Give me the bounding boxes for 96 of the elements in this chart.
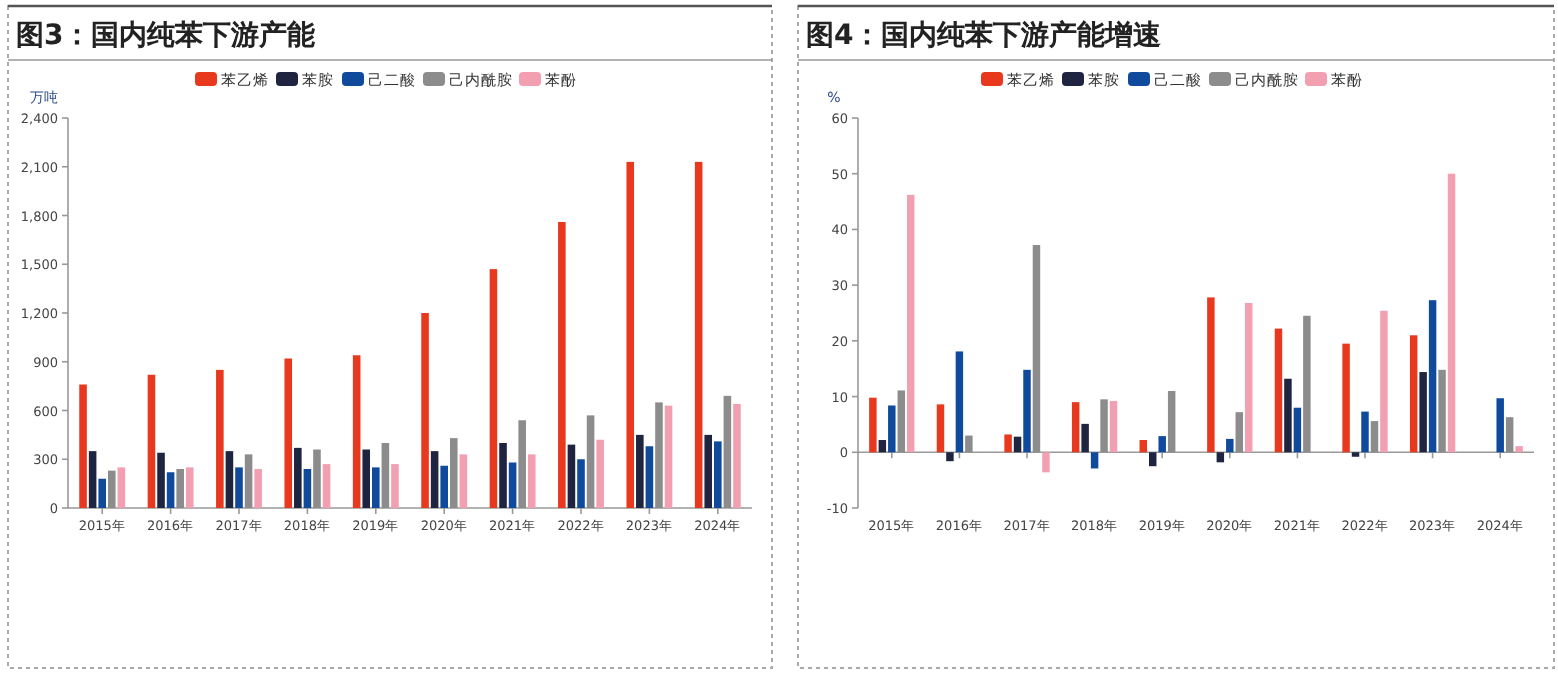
bar [1139,440,1147,453]
bar [1515,446,1523,453]
bar [117,467,126,508]
bar [626,161,635,508]
bar [1293,407,1302,453]
bar [869,397,877,453]
bar [1274,328,1283,453]
bar [489,269,498,508]
bar [1100,399,1108,453]
bar [1207,297,1215,453]
bar [1023,369,1031,453]
bar [1419,372,1427,453]
bar [714,441,722,508]
bar [567,444,576,508]
bar [391,464,399,508]
bar [1447,173,1456,453]
bar [936,404,945,453]
bar [1004,434,1012,453]
bar [499,443,507,508]
bar [1013,436,1022,453]
bar [508,462,517,508]
bar [1361,411,1369,453]
bar [176,469,184,508]
bar [888,405,896,453]
chart-title: 图3：国内纯苯下游产能 [16,18,318,52]
bar [1342,343,1350,453]
bar [946,452,954,462]
bar [1496,398,1504,453]
bar [1149,452,1157,467]
bar [586,415,595,508]
bar [235,467,243,508]
bar [897,390,905,453]
bar [1284,378,1292,453]
bar [98,478,106,508]
bar [577,459,585,508]
bar [352,355,361,508]
bar [596,439,604,508]
bar [449,438,458,508]
bar [1216,452,1225,463]
bar [303,469,312,508]
bar [878,440,887,453]
bar [1505,417,1514,453]
bar [1032,245,1041,453]
bar [1245,302,1253,453]
bar [527,454,536,508]
bar [1428,300,1437,453]
bar [313,449,321,508]
bar [1226,438,1234,453]
bar [430,451,439,508]
bar [907,194,915,453]
bar [1370,421,1379,453]
bar [459,454,468,508]
bar [1409,335,1418,453]
bar [723,395,732,508]
bar [157,452,165,508]
bar [322,464,331,508]
bar [518,420,526,508]
bar [88,451,97,508]
bar [1109,401,1118,453]
bar [965,435,973,453]
bar [166,472,175,508]
bar [664,405,673,508]
bar [1235,412,1243,453]
bar [421,313,429,508]
bar [381,443,390,508]
bar [645,446,654,508]
bar [1071,402,1080,453]
bar [147,374,156,508]
bar [1042,452,1050,473]
bar [107,470,116,508]
bar [1158,436,1166,453]
bar [558,222,566,508]
bar [294,447,302,508]
bar [284,358,293,508]
bar [704,434,713,508]
bar [254,469,262,508]
bar [372,467,380,508]
bar [694,161,703,508]
bar [955,351,964,453]
bar [733,404,741,508]
bar [655,402,663,508]
chart-title: 图4：国内纯苯下游产能增速 [806,18,1164,52]
bar [1090,452,1099,469]
bar [225,451,234,508]
bar [1438,369,1446,453]
bar [244,454,253,508]
bar [636,434,644,508]
bar [1380,310,1388,453]
bar [1167,391,1176,453]
bar [362,449,371,508]
bar [185,467,194,508]
bar [79,384,87,508]
bar [1081,423,1089,453]
bar [440,465,448,508]
bar [216,369,224,508]
bar [1303,315,1311,453]
